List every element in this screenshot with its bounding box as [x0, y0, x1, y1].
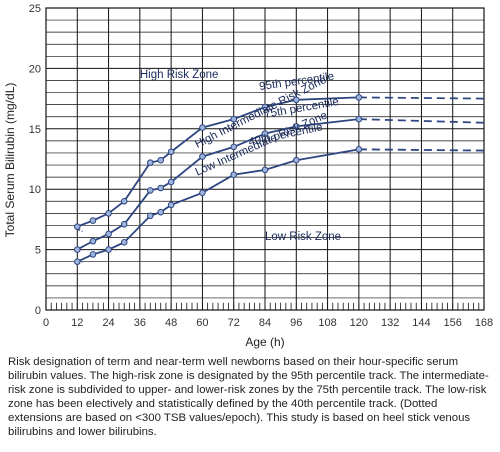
series-point: [157, 208, 165, 216]
x-tick-label: 156: [444, 317, 462, 329]
series-point: [355, 146, 363, 153]
x-tick-label: 24: [102, 317, 114, 329]
series-point: [261, 103, 269, 111]
axes: 0 5 10 15 20 25 0 12 24 36 48 60 72 84 96 108 120 132 144 1…: [29, 3, 493, 329]
series-point: [355, 115, 363, 123]
series-point: [73, 258, 81, 265]
x-tick-label: 84: [259, 317, 271, 329]
y-tick-label: 5: [35, 245, 41, 257]
series-point: [199, 124, 206, 131]
series-point: [167, 178, 175, 186]
series-dashed-extension: [358, 96, 485, 100]
series-point: [89, 217, 97, 224]
bilirubin-nomogram-chart: 0 5 10 15 20 25 0 12 24 36 48 60 72 84 96 108 120 132 144 1…: [3, 3, 493, 349]
series-point: [230, 115, 238, 123]
x-tick-label: 120: [350, 317, 368, 329]
series-layer: [73, 94, 485, 265]
x-tick-label: 36: [134, 317, 146, 329]
series-point: [167, 148, 175, 156]
series-point: [120, 239, 128, 246]
series-point: [157, 156, 165, 164]
y-tick-label: 0: [35, 305, 41, 317]
risk-zone-label: Low Intermediate Risk Zone: [194, 109, 330, 178]
series-point: [89, 251, 97, 258]
series-point: [199, 189, 206, 197]
series-dashed-extension: [358, 118, 485, 124]
series-point: [292, 156, 300, 164]
x-tick-label: 168: [475, 317, 493, 329]
series-point: [73, 223, 81, 230]
y-tick-label: 25: [29, 3, 41, 15]
series-point: [120, 220, 128, 228]
series-point: [261, 130, 269, 137]
series-point: [157, 184, 165, 192]
x-tick-label: 96: [290, 317, 302, 329]
x-tick-label: 0: [43, 317, 49, 329]
series-point: [146, 212, 154, 220]
x-tick-label: 72: [228, 317, 240, 329]
x-tick-label: 48: [165, 317, 177, 329]
series-point: [146, 159, 154, 166]
series-point: [105, 210, 112, 217]
series-dashed-extension: [358, 148, 485, 152]
y-tick-label: 10: [29, 184, 41, 196]
series-point: [146, 187, 154, 194]
series-point: [167, 201, 175, 209]
risk-zone-label: Low Risk Zone: [265, 231, 341, 243]
series-point: [73, 246, 81, 253]
x-axis-label: Age (h): [245, 335, 284, 349]
x-tick-label: 144: [412, 317, 430, 329]
x-tick-label: 132: [381, 317, 399, 329]
series-point: [292, 123, 300, 130]
series-point: [199, 153, 206, 160]
plot-frame: [45, 7, 485, 311]
x-tick-label: 108: [318, 317, 336, 329]
series-point: [105, 246, 112, 253]
series-point: [355, 94, 363, 101]
series-point: [292, 96, 300, 104]
figure-caption: Risk designation of term and near-term w…: [8, 356, 489, 438]
series-point: [89, 237, 97, 245]
y-tick-label: 15: [29, 124, 41, 136]
series-point: [105, 230, 112, 238]
grid: [45, 7, 485, 311]
risk-zone-label: High Risk Zone: [140, 69, 219, 81]
series-point: [230, 143, 238, 151]
series-point: [120, 197, 128, 205]
y-tick-label: 20: [29, 63, 41, 75]
series-point: [261, 166, 269, 174]
x-tick-label: 60: [196, 317, 208, 329]
y-axis-label: Total Serum Bilirubin (mg/dL): [3, 83, 17, 238]
x-tick-label: 12: [71, 317, 83, 329]
series-point: [230, 171, 238, 179]
